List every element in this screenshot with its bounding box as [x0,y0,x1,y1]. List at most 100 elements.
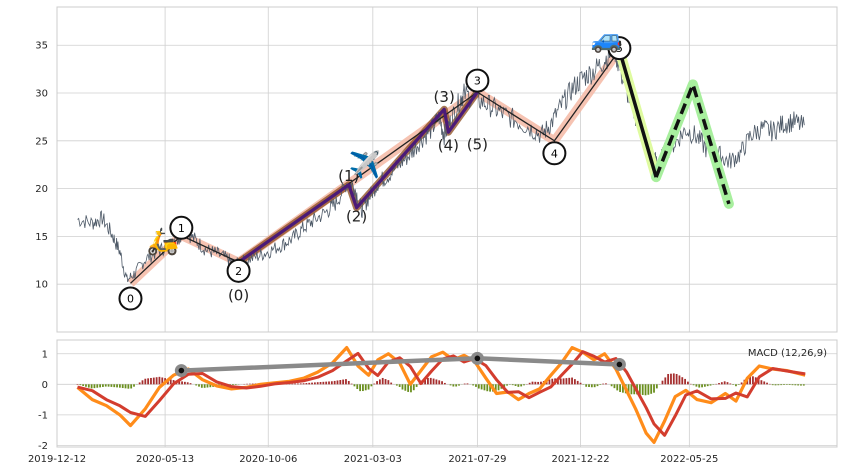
macd-histogram-bar [548,379,551,385]
macd-y-tick-label: -2 [38,441,48,452]
macd-histogram-bar [330,381,333,385]
wave-label-circle [542,141,567,166]
macd-histogram-bar [695,384,698,387]
macd-histogram-bar [517,384,520,387]
wave-label-circle [226,258,251,283]
macd-histogram-bar [370,384,373,387]
macd-histogram-bar [294,383,296,385]
macd-histogram-bar [534,381,537,385]
macd-histogram-bar [537,381,540,385]
macd-histogram-bar [251,383,254,385]
macd-histogram-bar [121,384,124,389]
macd-histogram-bar [514,384,517,386]
macd-histogram-bar [432,378,435,385]
macd-histogram-bar [189,383,192,385]
price-y-tick-label: 30 [35,89,48,100]
wave-label-circle [169,215,194,240]
price-y-tick-label: 25 [35,136,48,147]
price-panel-bg [57,7,837,332]
macd-histogram-bar [347,380,350,385]
macd-histogram-bar [412,384,415,391]
wave-line [130,49,620,284]
macd-histogram-bar [404,384,407,391]
macd-histogram-bar [797,384,800,386]
macd-histogram-bar [602,383,605,385]
wave-label-circle [118,286,143,311]
macd-histogram-bar [627,384,630,394]
macd-histogram-bar [641,384,644,395]
macd-trend-marker-dot [474,355,481,362]
macd-histogram-bar [234,384,237,385]
macd-histogram-bar [590,384,593,388]
macd-histogram-bar [687,381,689,385]
wave-label-text: 3 [474,75,481,88]
macd-histogram-bar [670,373,672,385]
macd-y-tick-label: -1 [38,410,48,421]
macd-histogram-bar [774,384,777,386]
macd-histogram-bar [757,378,760,385]
macd-histogram-bar [319,382,322,385]
macd-histogram-bar [619,384,621,393]
macd-histogram-bar [729,383,732,385]
macd-histogram-bar [720,382,723,385]
macd-histogram-bar [376,381,378,385]
macd-histogram-bar [551,378,554,385]
macd-histogram-bar [305,383,308,385]
macd-histogram-bar [299,383,302,385]
macd-histogram-bar [718,383,720,385]
macd-histogram-bar [571,377,573,385]
macd-histogram-bar [785,384,788,385]
macd-histogram-bar [384,379,387,385]
macd-histogram-bar [692,384,695,386]
x-tick-label: 2020-05-13 [136,454,194,465]
macd-histogram-bar [297,383,299,385]
subwave-line [237,91,479,264]
macd-histogram-bar [427,377,429,385]
macd-histogram-bar [740,382,743,385]
macd-histogram-bar [732,384,735,385]
macd-histogram-bar [316,382,319,385]
macd-histogram-bar [328,381,330,385]
macd-histogram-bar [655,384,658,389]
macd-histogram-bar [96,384,99,388]
subwave-label: (1) [338,167,359,185]
price-y-tick-label: 15 [35,232,48,243]
wave-label-text: 5 [616,42,623,55]
macd-panel-frame [56,339,838,448]
macd-histogram-bar [667,373,670,385]
macd-histogram-bar [749,375,751,385]
macd-histogram-bar [593,384,596,388]
macd-histogram-bar [701,384,703,388]
wave-label: 1 [169,215,194,240]
macd-histogram-bar [596,384,599,387]
macd-histogram-bar [466,383,469,385]
macd-histogram-bar [735,384,737,387]
macd-histogram-bar [777,384,780,386]
macd-histogram-bar [443,382,446,385]
macd-histogram-bar [664,377,667,385]
macd-histogram-bar [506,384,508,386]
macd-histogram-bar [209,384,212,388]
macd-histogram-bar [783,384,785,385]
wave-label: 3 [465,68,490,93]
macd-histogram-bar [726,382,729,385]
macd-histogram-bar [599,384,602,385]
macd-histogram-bar [661,380,664,385]
macd-histogram-bar [342,379,345,385]
macd-histogram-bar [489,384,491,392]
macd-histogram-bar [118,384,121,388]
macd-histogram-bar [463,383,466,385]
projection-line-solid [617,49,658,178]
macd-histogram-bar [763,381,766,385]
price-line [77,37,805,283]
macd-histogram-bar [565,378,568,385]
macd-histogram-bar [232,384,234,386]
macd-histogram-bar [90,384,93,389]
macd-histogram-bar [780,384,783,386]
macd-histogram-bar [362,384,364,392]
macd-histogram-bar [520,384,523,387]
macd-histogram-bar [99,384,101,388]
macd-histogram-bar [483,384,486,391]
macd-histogram-bar [195,384,198,386]
